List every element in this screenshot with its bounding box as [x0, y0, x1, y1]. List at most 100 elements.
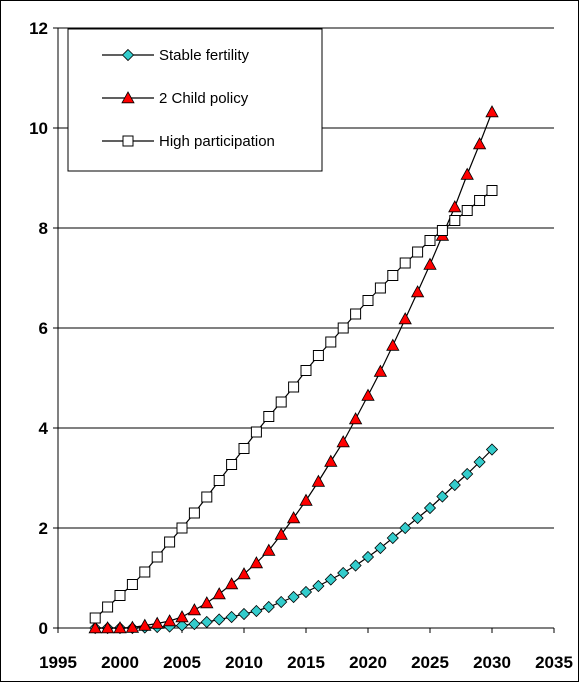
y-tick-label: 8	[39, 219, 48, 238]
series-triangle	[88, 105, 499, 634]
data-point	[263, 411, 275, 422]
data-point	[224, 577, 239, 590]
data-point	[250, 604, 263, 618]
data-point	[250, 426, 262, 438]
data-point	[100, 621, 115, 634]
data-point	[249, 556, 264, 569]
data-point	[176, 522, 188, 534]
data-point	[274, 527, 288, 540]
data-point	[225, 610, 238, 624]
x-tick-label: 2005	[163, 653, 201, 672]
data-point	[349, 559, 362, 572]
x-tick-label: 2020	[349, 653, 387, 672]
data-point	[436, 225, 448, 236]
data-point	[187, 603, 202, 616]
data-point	[275, 396, 287, 408]
data-point	[374, 541, 387, 555]
data-point	[139, 566, 151, 578]
data-point	[411, 511, 424, 525]
x-tick-label: 2025	[411, 653, 449, 672]
data-point	[399, 257, 411, 269]
data-point	[423, 501, 437, 515]
data-point	[237, 567, 251, 580]
x-tick-label: 2035	[535, 653, 573, 672]
data-point	[275, 595, 288, 609]
data-point	[188, 507, 200, 519]
data-point	[386, 531, 399, 545]
y-tick-label: 2	[39, 519, 48, 538]
data-point	[311, 474, 326, 487]
data-point	[213, 475, 225, 486]
data-point	[350, 308, 362, 320]
y-tick-label: 4	[39, 419, 49, 438]
data-point	[89, 612, 101, 624]
legend-box	[67, 28, 323, 172]
data-point	[113, 621, 127, 634]
y-tick-label: 10	[29, 119, 48, 138]
x-tick-label: 2010	[225, 653, 263, 672]
x-tick-label: 1995	[39, 653, 77, 672]
data-point	[474, 195, 486, 206]
data-point	[201, 491, 213, 503]
legend-marker	[121, 48, 135, 62]
data-point	[399, 521, 412, 535]
data-point	[448, 200, 462, 213]
data-point	[287, 590, 300, 604]
data-point	[213, 613, 226, 626]
data-point	[175, 619, 189, 632]
data-point	[288, 381, 300, 393]
legend-marker	[122, 135, 134, 147]
data-point	[150, 616, 164, 629]
legend-items: Stable fertility 2 Child policy High parti…	[102, 47, 275, 150]
data-point	[412, 246, 424, 258]
legend: Stable fertility 2 Child policy High parti…	[67, 28, 323, 172]
data-point	[138, 618, 152, 631]
data-point	[188, 617, 201, 631]
data-point	[312, 350, 324, 361]
data-point	[238, 443, 250, 454]
data-point	[472, 137, 487, 150]
data-point	[324, 454, 338, 467]
data-point	[175, 610, 189, 623]
data-point	[237, 607, 251, 621]
data-point	[114, 590, 126, 601]
data-point	[424, 235, 436, 246]
data-point	[324, 573, 337, 586]
x-tick-label: 2000	[101, 653, 139, 672]
data-point	[461, 467, 474, 481]
legend-item: Stable fertility	[102, 47, 250, 64]
data-point	[126, 579, 138, 590]
legend-item: 2 Child policy	[102, 90, 249, 107]
x-tick-label: 2030	[473, 653, 511, 672]
y-tick-label: 6	[39, 319, 48, 338]
data-point	[361, 388, 375, 401]
data-point	[348, 412, 363, 425]
data-point	[88, 621, 102, 634]
data-point	[162, 614, 177, 627]
data-point	[448, 478, 461, 492]
legend-label: 2 Child policy	[159, 90, 249, 107]
data-point	[362, 295, 374, 306]
x-tick-label: 2015	[287, 653, 325, 672]
legend-label: Stable fertility	[159, 47, 250, 64]
data-point	[200, 596, 214, 609]
data-point	[461, 205, 473, 216]
legend-marker	[121, 91, 135, 104]
series-layer	[88, 105, 499, 635]
data-point	[460, 167, 474, 180]
data-point	[262, 600, 275, 614]
data-point	[473, 455, 486, 469]
data-point	[125, 620, 140, 633]
data-point	[226, 459, 238, 470]
data-point	[386, 338, 400, 351]
data-point	[312, 579, 325, 593]
data-point	[485, 443, 499, 456]
legend-label: High participation	[159, 133, 275, 150]
data-point	[336, 435, 350, 448]
series-square	[89, 185, 498, 624]
data-point	[286, 511, 301, 524]
data-point	[212, 587, 226, 600]
data-point	[410, 285, 425, 298]
data-point	[373, 364, 388, 377]
